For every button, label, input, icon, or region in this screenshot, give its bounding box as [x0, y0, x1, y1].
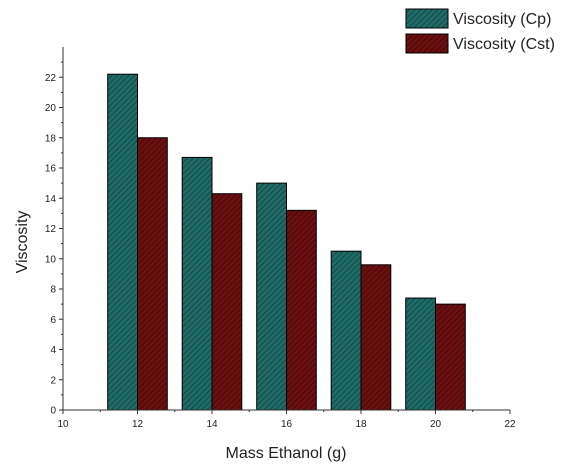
legend: Viscosity (Cp) Viscosity (Cst) — [405, 8, 555, 54]
x-tick-label: 16 — [281, 419, 293, 430]
y-tick-label: 8 — [50, 285, 56, 296]
bar-cp-14 — [181, 156, 213, 411]
y-tick-label: 0 — [50, 406, 56, 417]
x-axis-title: Mass Ethanol (g) — [226, 445, 347, 462]
bar-cp-18 — [330, 250, 362, 411]
legend-label-cp: Viscosity (Cp) — [453, 11, 551, 28]
x-tick-label: 14 — [206, 419, 218, 430]
axes-layer: 0 2 4 6 8 10 12 14 16 18 20 22 10 12 14 16 18 20 22 — [45, 47, 516, 430]
bar-cst-16 — [286, 209, 317, 411]
y-tick-label: 12 — [45, 224, 57, 235]
bar-cst-20 — [435, 303, 466, 411]
x-tick-label: 18 — [355, 419, 367, 430]
legend-swatch-cp — [405, 8, 449, 29]
x-tick-label: 12 — [132, 419, 144, 430]
legend-label-cst: Viscosity (Cst) — [453, 36, 555, 53]
bar-cp-16 — [256, 182, 288, 411]
y-tick-label: 4 — [50, 345, 56, 356]
y-tick-label: 20 — [45, 103, 57, 114]
bar-cp-20 — [405, 297, 437, 411]
bar-cst-12 — [137, 137, 168, 411]
bar-cp-12 — [107, 73, 138, 411]
bar-cst-14 — [211, 193, 243, 411]
y-tick-label: 10 — [45, 254, 57, 265]
legend-swatch-cst — [405, 33, 449, 54]
y-axis-title: Viscosity — [14, 211, 31, 274]
y-tick-label: 14 — [45, 194, 57, 205]
y-tick-label: 6 — [50, 315, 56, 326]
bar-cst-18 — [360, 264, 392, 411]
x-tick-label: 20 — [430, 419, 442, 430]
bars-layer — [107, 73, 466, 411]
y-tick-label: 18 — [45, 133, 57, 144]
x-tick-label: 22 — [504, 419, 516, 430]
y-tick-label: 22 — [45, 73, 57, 84]
y-tick-label: 16 — [45, 164, 57, 175]
x-tick-label: 10 — [57, 419, 69, 430]
y-tick-label: 2 — [50, 375, 56, 386]
